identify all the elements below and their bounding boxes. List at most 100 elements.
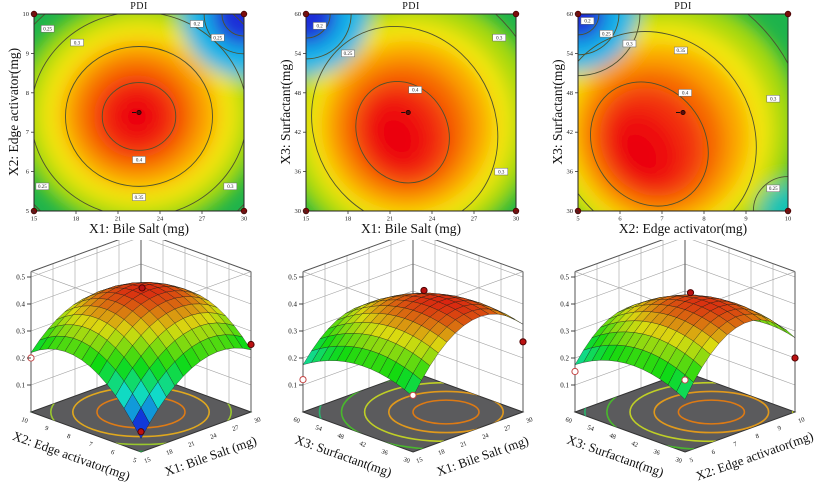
svg-text:0.2: 0.2 bbox=[16, 354, 25, 362]
svg-text:0.25: 0.25 bbox=[213, 36, 222, 41]
svg-text:0.1: 0.1 bbox=[288, 381, 297, 389]
svg-text:36: 36 bbox=[567, 169, 574, 176]
svg-text:15: 15 bbox=[415, 456, 424, 465]
svg-text:0.2: 0.2 bbox=[288, 354, 297, 362]
contour-canvas-2: 0.2 0.25 0.4 0.3 0.3 15 18 21 24 27 30 30 36 42 48 54 60 bbox=[295, 10, 520, 223]
svg-text:54: 54 bbox=[567, 50, 574, 57]
plot-title: PDI bbox=[402, 1, 420, 12]
svg-text:15: 15 bbox=[143, 456, 152, 465]
svg-text:0.2: 0.2 bbox=[584, 20, 591, 25]
svg-text:0.4: 0.4 bbox=[288, 300, 297, 308]
svg-text:24: 24 bbox=[157, 216, 164, 223]
svg-text:15: 15 bbox=[303, 216, 310, 223]
svg-text:0.5: 0.5 bbox=[288, 273, 297, 281]
contour-panel-2: 0.2 0.25 0.4 0.3 0.3 15 18 21 24 27 30 30 36 42 48 54 60… bbox=[273, 0, 545, 240]
svg-text:7: 7 bbox=[660, 216, 664, 223]
svg-text:0.3: 0.3 bbox=[770, 98, 777, 103]
svg-text:0.35: 0.35 bbox=[677, 49, 686, 54]
x-axis-label: X1: Bile Salt (mg) bbox=[88, 221, 190, 236]
svg-text:8: 8 bbox=[702, 216, 705, 223]
svg-text:8: 8 bbox=[755, 433, 760, 441]
contour-canvas-3: 0.2 0.25 0.3 0.35 0.4 0.3 0.25 5 6 7 8 9 10 30 36 42 48 5… bbox=[567, 10, 792, 223]
svg-text:24: 24 bbox=[481, 432, 490, 441]
svg-text:6: 6 bbox=[110, 449, 116, 457]
svg-text:0.1: 0.1 bbox=[560, 381, 569, 389]
svg-text:10: 10 bbox=[20, 416, 29, 425]
svg-text:9: 9 bbox=[777, 425, 782, 433]
svg-text:0.4: 0.4 bbox=[560, 300, 569, 308]
svg-text:0.3: 0.3 bbox=[498, 170, 505, 175]
svg-text:8: 8 bbox=[66, 433, 71, 441]
contour-panel-1: 0.25 0.3 0.2 0.25 0.4 0.35 0.25 0.3 15 18 21 24 27 30… bbox=[1, 0, 273, 240]
svg-text:18: 18 bbox=[165, 448, 174, 457]
svg-text:27: 27 bbox=[199, 216, 206, 223]
svg-text:24: 24 bbox=[429, 216, 436, 223]
surface-canvas-2: 0.10.20.30.40.5151821242730303642485460X… bbox=[288, 240, 534, 480]
svg-text:30: 30 bbox=[253, 416, 262, 425]
svg-text:8: 8 bbox=[26, 90, 29, 97]
svg-text:10: 10 bbox=[23, 11, 30, 18]
svg-text:54: 54 bbox=[314, 424, 323, 433]
svg-text:27: 27 bbox=[231, 424, 240, 433]
svg-text:0.4: 0.4 bbox=[16, 300, 25, 308]
svg-text:30: 30 bbox=[674, 456, 683, 465]
surface-panel-2: 0.1 0.2 0.3 0.4 0.5 15 18 21 24 27 30 30 36 42 48 54 60 X… bbox=[273, 240, 545, 483]
y-axis-label: X2: Edge activator(mg) bbox=[6, 47, 21, 177]
svg-text:42: 42 bbox=[358, 440, 367, 449]
svg-text:48: 48 bbox=[608, 432, 617, 441]
svg-text:30: 30 bbox=[525, 416, 534, 425]
y-axis-label: X3: Surfactant(mg) bbox=[550, 59, 565, 165]
svg-text:21: 21 bbox=[187, 440, 196, 449]
svg-text:5: 5 bbox=[132, 457, 137, 465]
svg-text:36: 36 bbox=[380, 448, 389, 457]
svg-text:60: 60 bbox=[567, 11, 574, 18]
svg-text:21: 21 bbox=[459, 440, 468, 449]
svg-text:60: 60 bbox=[292, 416, 301, 425]
svg-text:18: 18 bbox=[437, 448, 446, 457]
svg-text:6: 6 bbox=[618, 216, 622, 223]
svg-text:30: 30 bbox=[567, 208, 574, 215]
svg-text:0.5: 0.5 bbox=[16, 273, 25, 281]
svg-text:7: 7 bbox=[88, 441, 94, 449]
svg-text:36: 36 bbox=[652, 448, 661, 457]
svg-text:0.25: 0.25 bbox=[769, 187, 778, 192]
svg-text:10: 10 bbox=[797, 416, 806, 425]
svg-text:5: 5 bbox=[26, 208, 29, 215]
svg-text:60: 60 bbox=[295, 11, 302, 18]
svg-text:42: 42 bbox=[295, 129, 302, 136]
svg-text:54: 54 bbox=[295, 50, 302, 57]
plot-title: PDI bbox=[674, 1, 692, 12]
svg-text:5: 5 bbox=[576, 216, 579, 223]
svg-text:0.4: 0.4 bbox=[412, 89, 419, 94]
plot-title: PDI bbox=[130, 1, 148, 12]
svg-text:0.25: 0.25 bbox=[602, 33, 611, 38]
svg-text:9: 9 bbox=[744, 216, 747, 223]
contour-canvas-1: 0.25 0.3 0.2 0.25 0.4 0.35 0.25 0.3 15 18 21 24 27 30… bbox=[23, 10, 248, 223]
svg-text:0.5: 0.5 bbox=[560, 273, 569, 281]
svg-text:5: 5 bbox=[689, 457, 694, 465]
svg-text:0.2: 0.2 bbox=[194, 23, 201, 28]
svg-text:21: 21 bbox=[115, 216, 122, 223]
svg-text:6: 6 bbox=[26, 169, 30, 176]
svg-text:7: 7 bbox=[733, 440, 739, 448]
svg-text:0.25: 0.25 bbox=[43, 28, 52, 33]
svg-text:0.3: 0.3 bbox=[288, 327, 297, 335]
svg-text:15: 15 bbox=[31, 216, 38, 223]
svg-text:6: 6 bbox=[711, 448, 717, 456]
svg-text:0.4: 0.4 bbox=[682, 92, 689, 97]
svg-text:0.1: 0.1 bbox=[16, 381, 25, 389]
svg-text:9: 9 bbox=[26, 50, 29, 57]
svg-text:21: 21 bbox=[387, 216, 394, 223]
svg-text:60: 60 bbox=[564, 416, 573, 425]
svg-text:30: 30 bbox=[241, 216, 248, 223]
svg-text:0.3: 0.3 bbox=[560, 327, 569, 335]
svg-text:30: 30 bbox=[513, 216, 520, 223]
svg-text:7: 7 bbox=[26, 129, 30, 136]
svg-text:0.25: 0.25 bbox=[344, 52, 353, 57]
svg-text:48: 48 bbox=[295, 90, 302, 97]
svg-text:0.4: 0.4 bbox=[136, 159, 143, 164]
svg-text:18: 18 bbox=[345, 216, 352, 223]
svg-text:10: 10 bbox=[785, 216, 792, 223]
svg-text:0.3: 0.3 bbox=[496, 36, 503, 41]
